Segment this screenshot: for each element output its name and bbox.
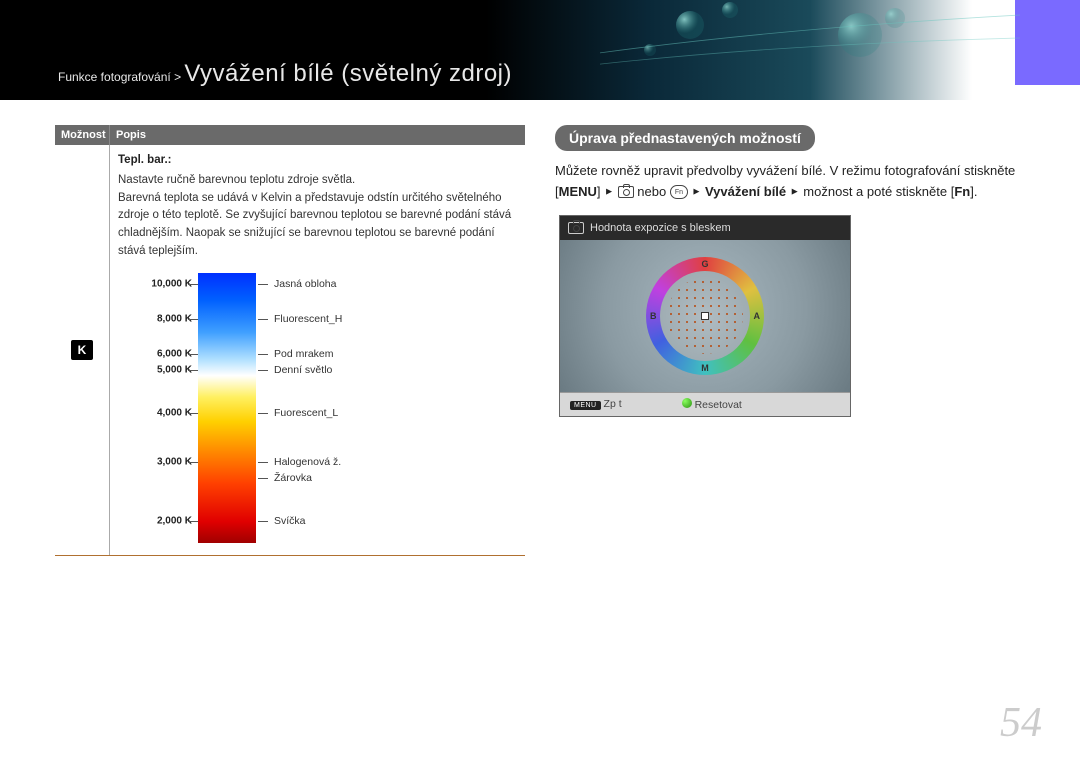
right-column: Úprava přednastavených možností Můžete r… [555, 125, 1025, 556]
th-desc: Popis [110, 125, 152, 145]
fn-small-icon [670, 185, 688, 199]
th-option: Možnost [55, 125, 110, 145]
arrow-icon: ► [691, 186, 701, 197]
description-cell: Tepl. bar.: Nastavte ručně barevnou tepl… [110, 145, 525, 555]
instruction-text: Můžete rovněž upravit předvolby vyvážení… [555, 161, 1025, 203]
page-header-banner: Funkce fotografování > Vyvážení bílé (sv… [0, 0, 1080, 100]
green-dot-icon [682, 398, 692, 408]
desc-line2: Barevná teplota se udává v Kelvin a před… [118, 190, 517, 261]
kelvin-tick-desc: Fuorescent_L [274, 405, 338, 421]
section-title: Úprava přednastavených možností [555, 125, 815, 151]
section-rule [55, 555, 525, 556]
ring-a: A [754, 311, 761, 321]
camera-icon [568, 222, 584, 234]
kelvin-chart: 10,000 K 8,000 K 6,000 K5,000 K 4,000 K 3,00… [118, 273, 517, 543]
decorative-bubbles [600, 0, 1020, 100]
option-cell: K [55, 145, 110, 555]
txt-nebo: nebo [634, 184, 670, 199]
table-row: K Tepl. bar.: Nastavte ručně barevnou te… [55, 145, 525, 555]
kelvin-tick-desc: Pod mrakem [274, 346, 334, 362]
kelvin-tick-label: 2,000 K [157, 514, 192, 530]
kelvin-tick-label: 4,000 K [157, 406, 192, 422]
txt-menu: MENU [559, 184, 597, 199]
left-column: Možnost Popis K Tepl. bar.: Nastavte ruč… [55, 125, 525, 556]
preview-title: Hodnota expozice s bleskem [590, 222, 731, 234]
kelvin-tick-desc: Fluorescent_H [274, 311, 342, 327]
ring-b: B [650, 311, 657, 321]
center-cursor[interactable] [701, 312, 709, 320]
preview-header: Hodnota expozice s bleskem [560, 216, 850, 240]
desc-line1: Nastavte ručně barevnou teplotu zdroje s… [118, 172, 517, 190]
arrow-icon: ► [604, 186, 614, 197]
txt-wb: Vyvážení bílé [705, 184, 786, 199]
kelvin-tick-label: 5,000 K [157, 362, 192, 378]
kelvin-left-labels: 10,000 K 8,000 K 6,000 K5,000 K 4,000 K 3,00… [126, 273, 198, 543]
menu-badge: MENU [570, 401, 601, 410]
preview-body: street G A M B [560, 240, 850, 392]
txt-d: ]. [970, 184, 977, 199]
kelvin-tick-label: 8,000 K [157, 311, 192, 327]
breadcrumb: Funkce fotografování > Vyvážení bílé (sv… [58, 60, 512, 88]
kelvin-tick-desc: Jasná obloha [274, 276, 336, 292]
txt-fn: Fn [954, 184, 970, 199]
corner-accent [1015, 0, 1080, 85]
reset-label: Resetovat [695, 399, 742, 411]
kelvin-tick-label: 10,000 K [151, 276, 192, 292]
back-label: Zp t [604, 398, 622, 410]
kelvin-icon: K [71, 340, 93, 360]
ring-m: M [701, 363, 709, 373]
page-title: Vyvážení bílé (světelný zdroj) [184, 60, 512, 87]
kelvin-tick-desc: Halogenová ž. [274, 454, 341, 470]
page-number: 54 [1000, 699, 1042, 747]
reset-control[interactable]: Resetovat [682, 398, 742, 411]
txt-c: možnost a poté stiskněte [ [800, 184, 955, 199]
kelvin-gradient-bar [198, 273, 256, 543]
kelvin-tick-label: 3,000 K [157, 454, 192, 470]
preview-panel: Hodnota expozice s bleskem street G A M … [559, 215, 851, 417]
back-control[interactable]: MENU Zp t [570, 398, 622, 410]
preview-footer: MENU Zp t Resetovat [560, 392, 850, 416]
kelvin-tick-desc: Žárovka [274, 470, 312, 486]
kelvin-tick-desc: Denní světlo [274, 362, 332, 378]
color-ring[interactable]: street G A M B [646, 257, 764, 375]
arrow-icon: ► [790, 186, 800, 197]
kelvin-tick-desc: Svíčka [274, 513, 306, 529]
desc-subtitle: Tepl. bar.: [118, 152, 517, 170]
camera1-icon [618, 186, 634, 198]
table-header: Možnost Popis [55, 125, 525, 145]
kelvin-tick-label: 6,000 K [157, 346, 192, 362]
breadcrumb-prefix: Funkce fotografování > [58, 70, 181, 84]
kelvin-right-labels: Jasná obloha Fluorescent_H Pod mrakemDenní… [274, 273, 517, 543]
ring-g: G [701, 259, 708, 269]
